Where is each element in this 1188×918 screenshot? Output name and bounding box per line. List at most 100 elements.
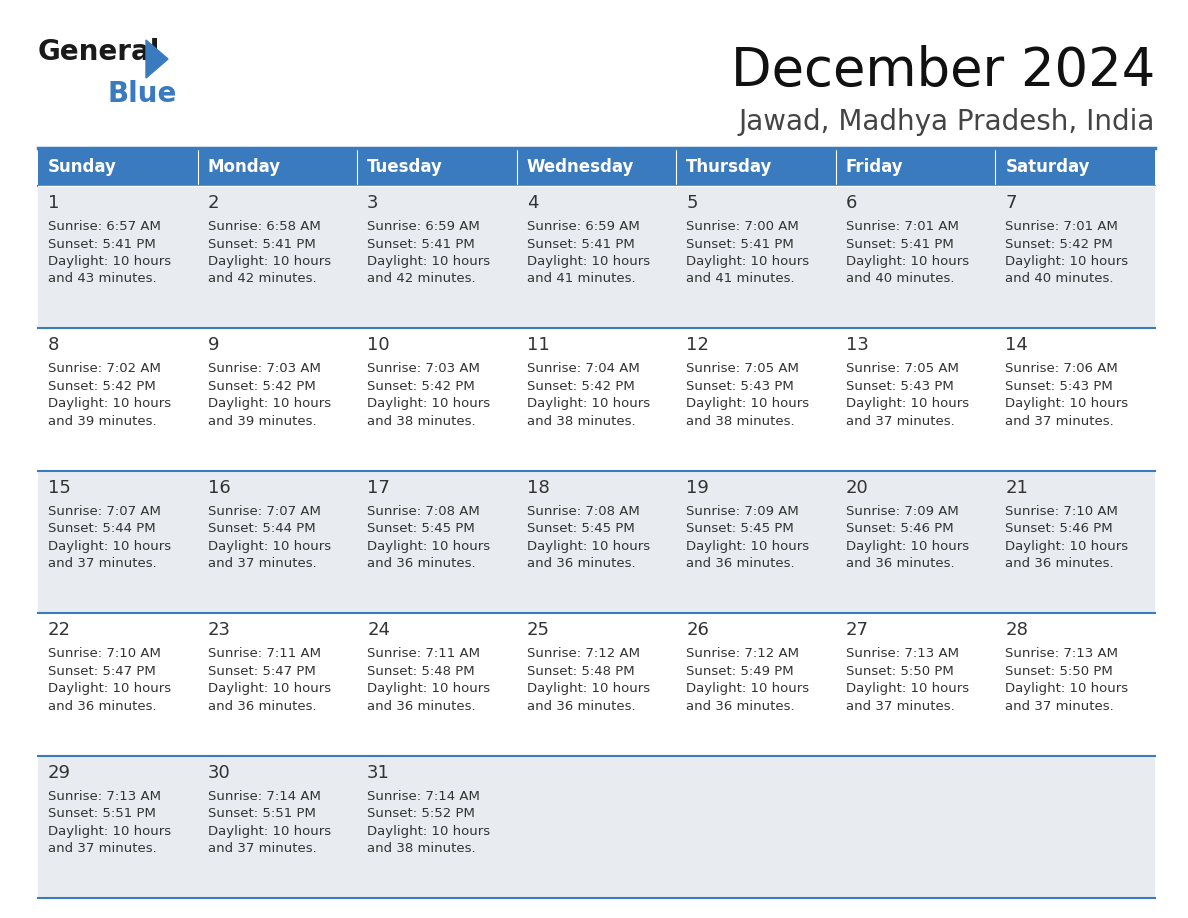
Text: Sunset: 5:41 PM: Sunset: 5:41 PM: [48, 238, 156, 251]
Bar: [517, 329, 676, 471]
Bar: [676, 613, 836, 756]
Text: Sunset: 5:42 PM: Sunset: 5:42 PM: [48, 380, 156, 393]
Bar: [358, 186, 517, 329]
Text: Sunrise: 7:05 AM: Sunrise: 7:05 AM: [687, 363, 800, 375]
Bar: [836, 329, 996, 471]
Text: Daylight: 10 hours: Daylight: 10 hours: [1005, 540, 1129, 553]
Text: 13: 13: [846, 336, 868, 354]
Bar: [197, 329, 358, 471]
Bar: [358, 756, 517, 898]
Text: 16: 16: [208, 479, 230, 497]
Text: Sunset: 5:41 PM: Sunset: 5:41 PM: [687, 238, 794, 251]
Text: Sunset: 5:46 PM: Sunset: 5:46 PM: [1005, 522, 1113, 535]
Text: and 36 minutes.: and 36 minutes.: [687, 700, 795, 712]
Text: Daylight: 10 hours: Daylight: 10 hours: [208, 682, 330, 695]
Text: Daylight: 10 hours: Daylight: 10 hours: [367, 255, 491, 268]
Text: 15: 15: [48, 479, 71, 497]
Text: and 42 minutes.: and 42 minutes.: [367, 273, 475, 285]
Text: and 41 minutes.: and 41 minutes.: [526, 273, 636, 285]
Text: 11: 11: [526, 336, 550, 354]
Text: Daylight: 10 hours: Daylight: 10 hours: [367, 824, 491, 837]
Text: 27: 27: [846, 621, 868, 639]
Text: Sunrise: 6:58 AM: Sunrise: 6:58 AM: [208, 220, 321, 233]
Polygon shape: [146, 40, 168, 78]
Text: Sunrise: 7:03 AM: Sunrise: 7:03 AM: [367, 363, 480, 375]
Bar: [38, 186, 197, 329]
Text: Sunset: 5:51 PM: Sunset: 5:51 PM: [48, 807, 156, 820]
Text: Daylight: 10 hours: Daylight: 10 hours: [48, 824, 171, 837]
Text: Daylight: 10 hours: Daylight: 10 hours: [526, 682, 650, 695]
Text: and 42 minutes.: and 42 minutes.: [208, 273, 316, 285]
Bar: [358, 613, 517, 756]
Text: Sunrise: 7:05 AM: Sunrise: 7:05 AM: [846, 363, 959, 375]
Text: Sunrise: 7:13 AM: Sunrise: 7:13 AM: [48, 789, 162, 802]
Text: Wednesday: Wednesday: [526, 158, 634, 176]
Text: Sunrise: 7:01 AM: Sunrise: 7:01 AM: [1005, 220, 1118, 233]
Text: Sunrise: 7:08 AM: Sunrise: 7:08 AM: [526, 505, 639, 518]
Text: Sunset: 5:48 PM: Sunset: 5:48 PM: [367, 665, 475, 677]
Text: and 40 minutes.: and 40 minutes.: [846, 273, 954, 285]
Text: 5: 5: [687, 194, 697, 212]
Text: Daylight: 10 hours: Daylight: 10 hours: [1005, 255, 1129, 268]
Bar: [996, 756, 1155, 898]
Text: 28: 28: [1005, 621, 1029, 639]
Bar: [38, 613, 197, 756]
Text: Daylight: 10 hours: Daylight: 10 hours: [1005, 397, 1129, 410]
Text: Sunset: 5:52 PM: Sunset: 5:52 PM: [367, 807, 475, 820]
Bar: [38, 329, 197, 471]
Text: 21: 21: [1005, 479, 1029, 497]
Text: Sunday: Sunday: [48, 158, 116, 176]
Text: and 38 minutes.: and 38 minutes.: [687, 415, 795, 428]
Text: Jawad, Madhya Pradesh, India: Jawad, Madhya Pradesh, India: [739, 108, 1155, 136]
Text: and 36 minutes.: and 36 minutes.: [526, 557, 636, 570]
Text: Tuesday: Tuesday: [367, 158, 443, 176]
Text: Sunset: 5:45 PM: Sunset: 5:45 PM: [526, 522, 634, 535]
Text: Daylight: 10 hours: Daylight: 10 hours: [687, 255, 809, 268]
Text: Daylight: 10 hours: Daylight: 10 hours: [526, 397, 650, 410]
Text: Daylight: 10 hours: Daylight: 10 hours: [367, 682, 491, 695]
Text: 19: 19: [687, 479, 709, 497]
Text: 6: 6: [846, 194, 858, 212]
Bar: [358, 471, 517, 613]
Text: Sunset: 5:42 PM: Sunset: 5:42 PM: [367, 380, 475, 393]
Text: Daylight: 10 hours: Daylight: 10 hours: [208, 397, 330, 410]
Text: Sunrise: 7:13 AM: Sunrise: 7:13 AM: [846, 647, 959, 660]
Text: Sunrise: 7:04 AM: Sunrise: 7:04 AM: [526, 363, 639, 375]
Text: Sunrise: 7:01 AM: Sunrise: 7:01 AM: [846, 220, 959, 233]
Text: and 38 minutes.: and 38 minutes.: [367, 842, 475, 855]
Text: Saturday: Saturday: [1005, 158, 1089, 176]
Text: 25: 25: [526, 621, 550, 639]
Text: Sunrise: 7:08 AM: Sunrise: 7:08 AM: [367, 505, 480, 518]
Text: Daylight: 10 hours: Daylight: 10 hours: [1005, 682, 1129, 695]
Text: Daylight: 10 hours: Daylight: 10 hours: [48, 540, 171, 553]
Text: and 37 minutes.: and 37 minutes.: [208, 557, 316, 570]
Bar: [517, 148, 676, 186]
Bar: [38, 148, 197, 186]
Text: Sunrise: 6:59 AM: Sunrise: 6:59 AM: [367, 220, 480, 233]
Text: 17: 17: [367, 479, 390, 497]
Bar: [197, 613, 358, 756]
Text: and 36 minutes.: and 36 minutes.: [526, 700, 636, 712]
Text: Sunrise: 7:02 AM: Sunrise: 7:02 AM: [48, 363, 160, 375]
Text: Daylight: 10 hours: Daylight: 10 hours: [526, 255, 650, 268]
Text: Daylight: 10 hours: Daylight: 10 hours: [846, 540, 969, 553]
Text: 20: 20: [846, 479, 868, 497]
Text: Sunrise: 7:06 AM: Sunrise: 7:06 AM: [1005, 363, 1118, 375]
Text: Sunset: 5:48 PM: Sunset: 5:48 PM: [526, 665, 634, 677]
Text: Sunrise: 7:07 AM: Sunrise: 7:07 AM: [48, 505, 160, 518]
Bar: [676, 148, 836, 186]
Text: Sunrise: 6:59 AM: Sunrise: 6:59 AM: [526, 220, 639, 233]
Text: Sunset: 5:50 PM: Sunset: 5:50 PM: [846, 665, 954, 677]
Bar: [836, 471, 996, 613]
Text: Sunset: 5:41 PM: Sunset: 5:41 PM: [526, 238, 634, 251]
Text: and 37 minutes.: and 37 minutes.: [1005, 700, 1114, 712]
Text: 30: 30: [208, 764, 230, 781]
Text: and 36 minutes.: and 36 minutes.: [367, 557, 475, 570]
Text: Daylight: 10 hours: Daylight: 10 hours: [367, 540, 491, 553]
Bar: [197, 756, 358, 898]
Text: Daylight: 10 hours: Daylight: 10 hours: [846, 397, 969, 410]
Text: and 41 minutes.: and 41 minutes.: [687, 273, 795, 285]
Text: and 39 minutes.: and 39 minutes.: [208, 415, 316, 428]
Text: Daylight: 10 hours: Daylight: 10 hours: [48, 682, 171, 695]
Text: and 37 minutes.: and 37 minutes.: [846, 415, 955, 428]
